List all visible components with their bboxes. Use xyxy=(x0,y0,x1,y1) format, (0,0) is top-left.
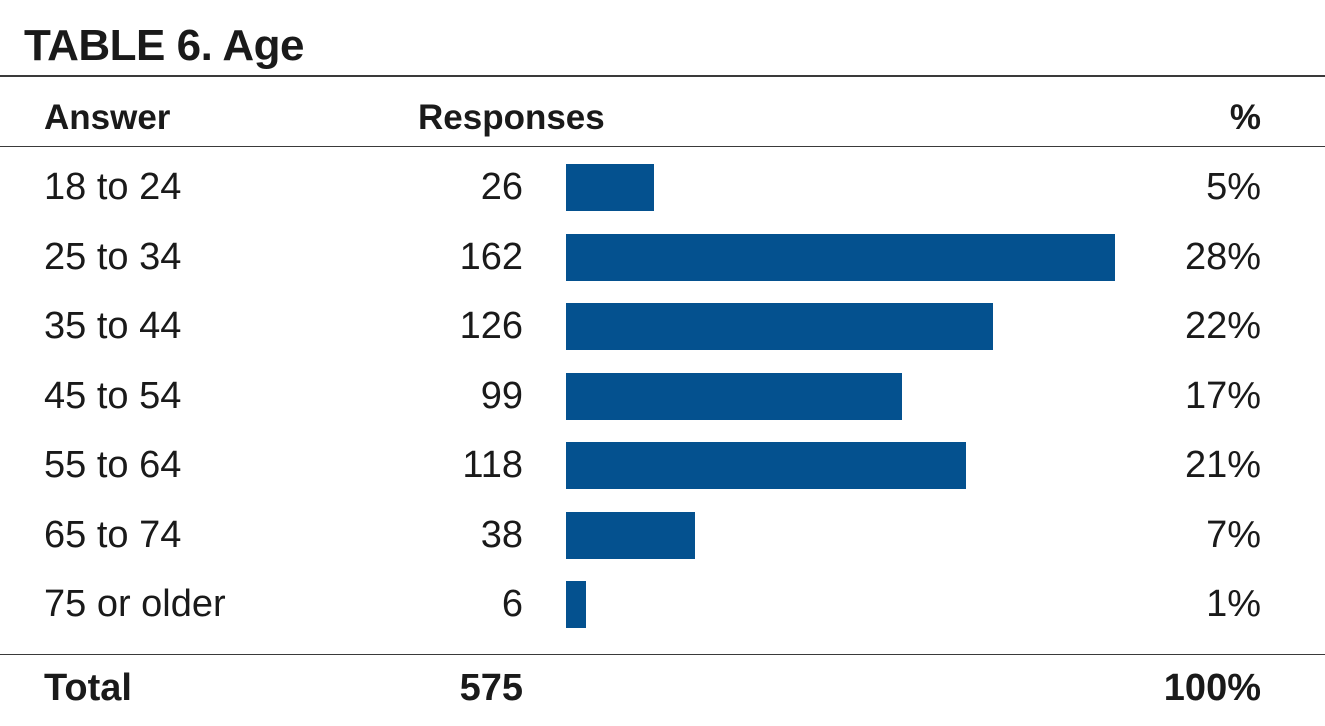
response-bar xyxy=(566,303,993,350)
total-percent: 100% xyxy=(1163,667,1261,709)
row-responses-value: 38 xyxy=(480,513,523,556)
row-percent-value: 7% xyxy=(1206,513,1261,556)
row-responses-value: 26 xyxy=(480,166,523,208)
row-answer-label: 35 to 44 xyxy=(44,305,182,347)
table-row: 65 to 74 38 7% xyxy=(0,501,1325,570)
response-bar xyxy=(566,511,695,559)
page-title: TABLE 6. Age xyxy=(24,21,305,70)
top-rule xyxy=(0,75,1325,77)
row-responses-value: 6 xyxy=(501,583,523,625)
row-percent-value: 5% xyxy=(1206,166,1261,208)
table-row: 45 to 54 99 17% xyxy=(0,362,1325,431)
row-responses-value: 126 xyxy=(459,305,523,347)
table-row: 25 to 34 162 28% xyxy=(0,223,1325,292)
response-bar xyxy=(566,164,655,211)
row-answer-label: 18 to 24 xyxy=(44,166,182,208)
total-label: Total xyxy=(44,667,132,709)
response-bar xyxy=(566,372,902,420)
table-row: 75 or older 6 1% xyxy=(0,570,1325,639)
row-responses-value: 118 xyxy=(462,444,523,486)
table-row: 35 to 44 126 22% xyxy=(0,292,1325,361)
row-answer-label: 25 to 34 xyxy=(44,235,182,278)
table-row: 18 to 24 26 5% xyxy=(0,153,1325,222)
row-answer-label: 45 to 54 xyxy=(44,374,182,417)
total-responses: 575 xyxy=(459,667,523,709)
row-percent-value: 28% xyxy=(1184,235,1261,278)
header-rule xyxy=(0,146,1325,147)
row-responses-value: 162 xyxy=(459,235,523,278)
row-responses-value: 99 xyxy=(480,374,523,417)
row-answer-label: 75 or older xyxy=(44,583,226,625)
header-responses: Responses xyxy=(418,98,605,137)
total-rule xyxy=(0,654,1325,655)
response-bar xyxy=(566,581,587,628)
header-answer: Answer xyxy=(44,98,171,137)
response-bar xyxy=(566,233,1115,281)
table-row: 55 to 64 118 21% xyxy=(0,431,1325,500)
row-percent-value: 22% xyxy=(1184,305,1261,347)
row-percent-value: 1% xyxy=(1206,583,1261,625)
row-percent-value: 17% xyxy=(1184,374,1261,417)
response-bar xyxy=(566,442,966,489)
row-answer-label: 55 to 64 xyxy=(44,444,182,486)
row-answer-label: 65 to 74 xyxy=(44,513,182,556)
row-percent-value: 21% xyxy=(1184,444,1261,486)
header-percent: % xyxy=(1229,98,1261,137)
